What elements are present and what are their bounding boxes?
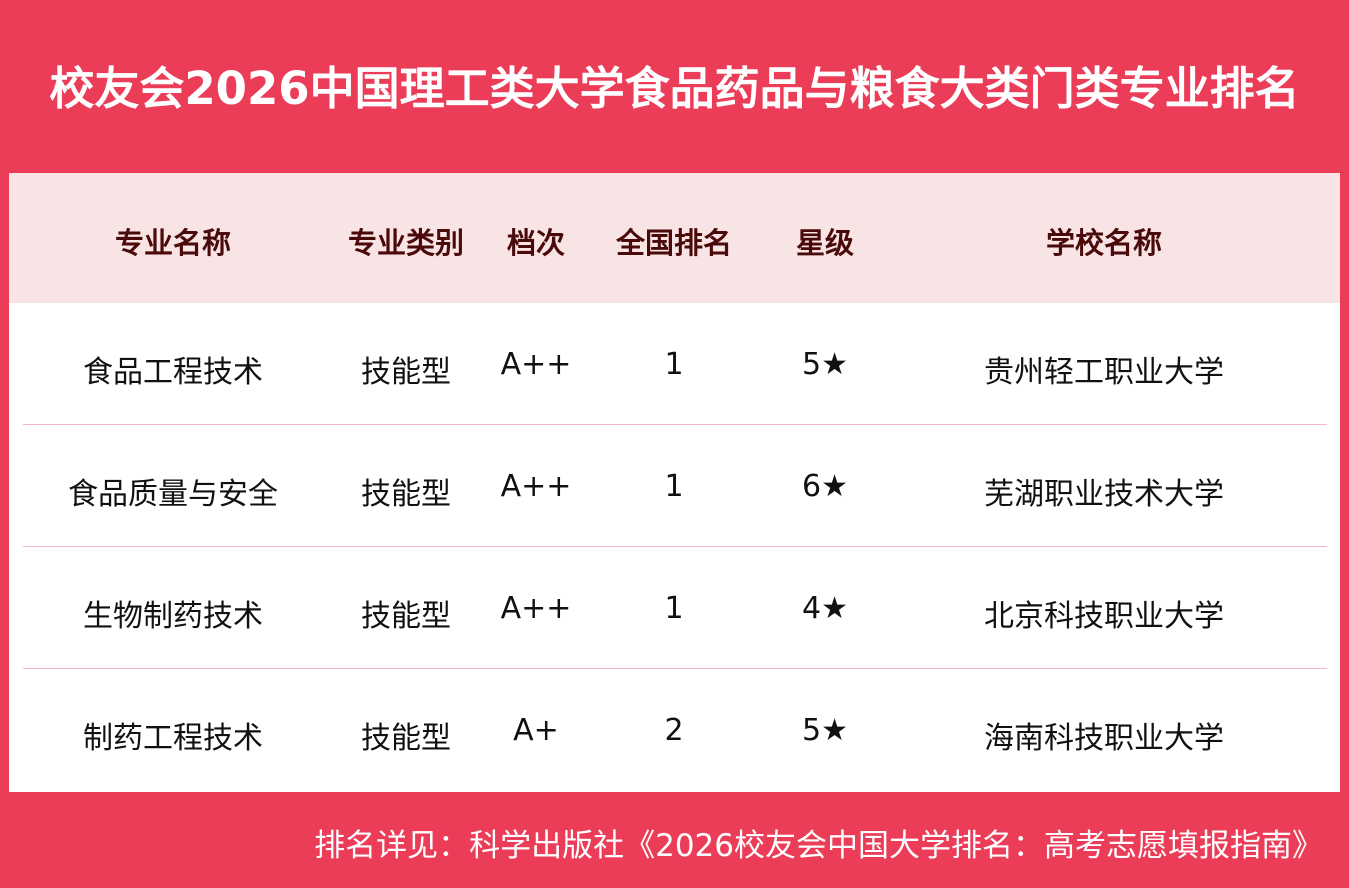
header-national-rank: 全国排名 xyxy=(615,226,733,260)
cell-major-name: 食品工程技术 xyxy=(83,355,263,390)
table-header: 专业名称 专业类别 档次 全国排名 星级 学校名称 xyxy=(9,173,1340,303)
header-major-name: 专业名称 xyxy=(114,226,232,260)
cell-school-name: 贵州轻工职业大学 xyxy=(984,355,1224,390)
cell-major-type: 技能型 xyxy=(361,477,451,512)
cell-national-rank: 2 xyxy=(664,713,684,748)
cell-school-name: 北京科技职业大学 xyxy=(984,599,1224,634)
cell-star-level: 4★ xyxy=(802,591,848,626)
cell-grade: A+ xyxy=(513,713,559,748)
page-title: 校友会2026中国理工类大学食品药品与粮食大类门类专业排名 xyxy=(49,62,1300,115)
cell-school-name: 芜湖职业技术大学 xyxy=(984,477,1224,512)
cell-grade: A++ xyxy=(500,591,572,626)
cell-grade: A++ xyxy=(500,347,572,382)
table-row: 生物制药技术 技能型 A++ 1 4★ 北京科技职业大学 xyxy=(9,547,1340,669)
cell-star-level: 5★ xyxy=(802,347,848,382)
table-row: 制药工程技术 技能型 A+ 2 5★ 海南科技职业大学 xyxy=(9,669,1340,791)
header-grade: 档次 xyxy=(506,226,566,260)
cell-major-type: 技能型 xyxy=(361,599,451,634)
cell-national-rank: 1 xyxy=(664,347,684,382)
cell-major-type: 技能型 xyxy=(361,721,451,756)
cell-star-level: 5★ xyxy=(802,713,848,748)
cell-major-type: 技能型 xyxy=(361,355,451,390)
table-row: 食品工程技术 技能型 A++ 1 5★ 贵州轻工职业大学 xyxy=(9,303,1340,425)
cell-school-name: 海南科技职业大学 xyxy=(984,721,1224,756)
source-note: 排名详见：科学出版社《2026校友会中国大学排名：高考志愿填报指南》 xyxy=(314,828,1323,864)
table-row: 食品质量与安全 技能型 A++ 1 6★ 芜湖职业技术大学 xyxy=(9,425,1340,547)
row-divider xyxy=(23,546,1327,547)
cell-national-rank: 1 xyxy=(664,591,684,626)
header-star-level: 星级 xyxy=(795,226,855,260)
ranking-table: 专业名称 专业类别 档次 全国排名 星级 学校名称 食品工程技术 技能型 A++ 1 5… xyxy=(9,173,1340,792)
header-school-name: 学校名称 xyxy=(1045,226,1163,260)
cell-star-level: 6★ xyxy=(802,469,848,504)
cell-national-rank: 1 xyxy=(664,469,684,504)
cell-major-name: 生物制药技术 xyxy=(83,599,263,634)
row-divider xyxy=(23,668,1327,669)
cell-grade: A++ xyxy=(500,469,572,504)
cell-major-name: 制药工程技术 xyxy=(83,721,263,756)
row-divider xyxy=(23,424,1327,425)
header-major-type: 专业类别 xyxy=(347,226,465,260)
cell-major-name: 食品质量与安全 xyxy=(68,477,278,512)
